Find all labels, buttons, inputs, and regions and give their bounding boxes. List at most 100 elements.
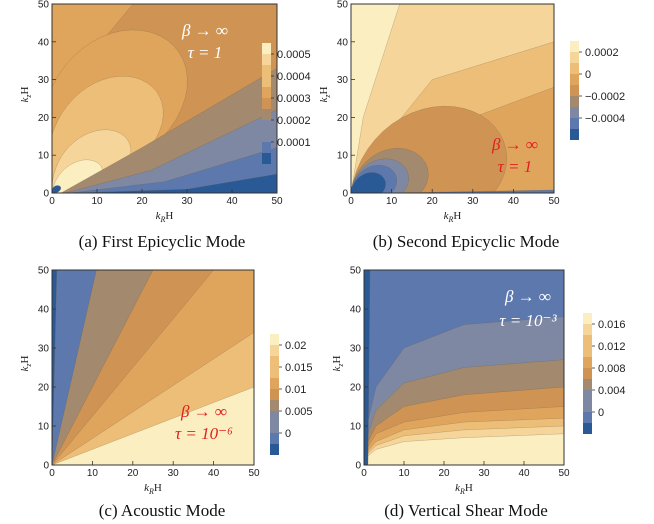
- legend-label: 0.0005: [277, 49, 311, 61]
- x-tick-label: 50: [548, 196, 560, 207]
- legend-swatch: [570, 85, 579, 96]
- y-tick-label: 20: [38, 383, 50, 394]
- plot-frame: [51, 269, 255, 466]
- legend-label: 0.008: [598, 363, 626, 375]
- legend-swatch: [570, 63, 579, 74]
- contour-band: [69, 147, 277, 193]
- annotation-line: β → ∞: [491, 135, 538, 154]
- legend-swatch: [583, 368, 592, 379]
- x-tick-label: 0: [49, 196, 55, 207]
- legend-swatch: [583, 346, 592, 357]
- annotation-line: β → ∞: [181, 21, 228, 40]
- x-axis-label: kRH: [444, 210, 462, 224]
- y-tick-label: 40: [337, 37, 349, 48]
- legend-swatch: [262, 142, 271, 153]
- legend-swatch: [270, 400, 279, 411]
- contour-band: [52, 185, 62, 193]
- legend-label: 0: [285, 428, 291, 440]
- panel-a: 0 10 20 30 40 50 0 10 20 30 40 50 kRH kzH β → ∞ τ = 1 0.…: [19, 0, 311, 251]
- contour-plot: [52, 270, 254, 465]
- contour-band: [52, 270, 97, 465]
- legend-swatch: [270, 378, 279, 389]
- legend-swatch: [270, 433, 279, 444]
- legend-label: 0: [585, 69, 591, 81]
- y-tick-label: 10: [38, 151, 50, 162]
- y-tick-label: 0: [355, 461, 361, 472]
- contour-band: [74, 173, 277, 193]
- x-tick-label: 20: [127, 468, 139, 479]
- legend-swatch: [262, 98, 271, 109]
- x-tick-label: 10: [91, 196, 103, 207]
- contour-plot: [351, 4, 554, 193]
- y-tick-label: 0: [43, 189, 49, 200]
- legend-label: −0.0004: [585, 113, 625, 125]
- x-tick-label: 0: [361, 468, 367, 479]
- legend-label: 0.004: [598, 385, 626, 397]
- panel-d: 0 10 20 30 40 50 0 10 20 30 40 50 kRH kzH β → ∞ τ = 10⁻…: [331, 266, 626, 521]
- contour-band: [364, 270, 564, 438]
- legend-swatch: [270, 444, 279, 455]
- legend-swatch: [583, 357, 592, 368]
- legend-label: −0.0002: [585, 91, 625, 103]
- legend-colorbar: 0.02 0.015 0.01 0.005 0: [270, 334, 313, 455]
- legend-swatch: [262, 109, 271, 120]
- y-tick-label: 0: [43, 461, 49, 472]
- y-tick-label: 30: [350, 344, 362, 355]
- contour-band: [364, 270, 371, 465]
- legend-swatch: [262, 54, 271, 65]
- legend-label: 0.0001: [277, 137, 311, 149]
- legend-swatch: [583, 390, 592, 401]
- y-tick-label: 10: [350, 422, 362, 433]
- y-tick-label: 30: [38, 344, 50, 355]
- y-tick-label: 40: [38, 37, 50, 48]
- y-axis-label: kzH: [318, 86, 332, 102]
- x-tick-label: 40: [226, 196, 238, 207]
- legend-swatch: [583, 412, 592, 423]
- legend-swatch: [570, 52, 579, 63]
- legend-swatch: [270, 411, 279, 422]
- legend-label: 0: [598, 407, 604, 419]
- legend-label: 0.0002: [277, 115, 311, 127]
- legend-swatch: [262, 87, 271, 98]
- plot-frame: [51, 3, 278, 194]
- x-tick-label: 10: [398, 468, 410, 479]
- x-tick-label: 20: [136, 196, 148, 207]
- legend-swatch: [270, 422, 279, 433]
- contour-band: [351, 172, 386, 193]
- legend-label: 0.02: [285, 340, 306, 352]
- x-tick-label: 30: [467, 196, 479, 207]
- x-tick-label: 30: [478, 468, 490, 479]
- contour-plot: [364, 270, 564, 465]
- x-tick-label: 50: [271, 196, 283, 207]
- legend-swatch: [570, 107, 579, 118]
- y-axis-label: kzH: [19, 86, 33, 102]
- legend-swatch: [270, 334, 279, 345]
- contour-plot: [52, 4, 277, 193]
- y-tick-label: 20: [38, 113, 50, 124]
- plot-frame: [363, 269, 565, 466]
- legend-colorbar: 0.0002 0 −0.0002 −0.0004: [570, 41, 625, 140]
- panel-caption: (d) Vertical Shear Mode: [384, 501, 548, 520]
- legend-label: 0.015: [285, 362, 313, 374]
- legend-swatch: [270, 345, 279, 356]
- legend-swatch: [262, 120, 271, 131]
- legend-label: 0.0003: [277, 93, 311, 105]
- panel-b: 0 10 20 30 40 50 0 10 20 30 40 50 kRH kzH β → ∞ τ = 1 0.…: [318, 0, 625, 251]
- legend-swatch: [570, 129, 579, 140]
- annotation-line: τ = 1: [188, 43, 223, 62]
- x-axis-label: kRH: [144, 482, 162, 496]
- y-tick-label: 30: [38, 75, 50, 86]
- legend-swatch: [570, 74, 579, 85]
- legend-swatch: [570, 41, 579, 52]
- legend-label: 0.0004: [277, 71, 311, 83]
- contour-band: [52, 270, 58, 465]
- legend-swatch: [270, 356, 279, 367]
- x-axis-label: kRH: [156, 210, 174, 224]
- legend-colorbar: 0.016 0.012 0.008 0.004 0: [583, 313, 626, 434]
- legend-swatch: [583, 313, 592, 324]
- legend-swatch: [262, 43, 271, 54]
- y-tick-label: 10: [337, 151, 349, 162]
- y-tick-label: 20: [337, 113, 349, 124]
- legend-label: 0.01: [285, 384, 306, 396]
